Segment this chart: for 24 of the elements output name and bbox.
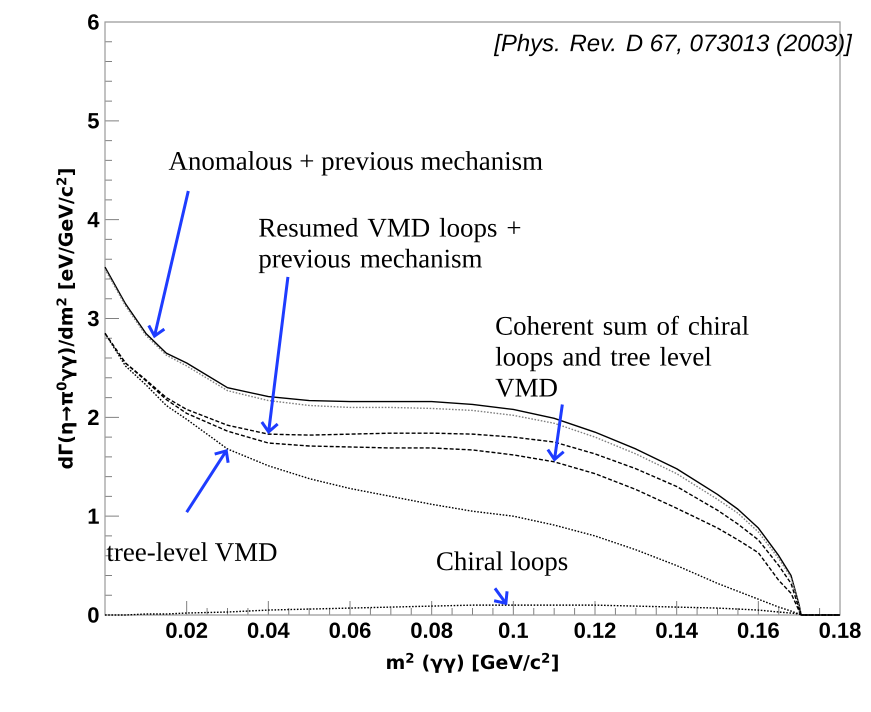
- annotation: tree-level VMD: [106, 542, 276, 562]
- x-tick-label: 0.04: [248, 622, 290, 638]
- annotation: [Phys. Rev. D 67, 073013 (2003)]: [494, 34, 852, 56]
- y-tick-label: 3: [88, 310, 99, 326]
- y-tick-label: 5: [88, 113, 99, 128]
- x-tick-label: 0.14: [656, 622, 698, 638]
- x-tick-label: 0.06: [330, 622, 371, 638]
- y-tick-label: 0: [88, 607, 99, 623]
- x-tick-label: 0.08: [411, 622, 452, 638]
- x-tick-label: 0.1: [498, 622, 528, 638]
- x-axis-title: m$^{2}$ (γγ) [GeV/c$^{2}$]: [387, 652, 558, 673]
- annotation: Anomalous + previous mechanism: [168, 151, 543, 176]
- annotation: Resumed VMD loops + previous mechanism: [258, 218, 520, 274]
- x-tick-label: 0.12: [574, 622, 616, 638]
- annotation: Chiral loops: [437, 551, 568, 576]
- y-axis-title: dΓ(η→π$^{0}$γγ)/dm$^{2}$ [eV/GeV/c$^{2}$]: [56, 169, 76, 469]
- annotation: Coherent sum of chiral loops and tree level VMD: [495, 316, 749, 397]
- y-tick-label: 4: [88, 212, 100, 228]
- x-tick-label: 0.02: [166, 622, 208, 638]
- x-tick-label: 0.18: [820, 622, 861, 638]
- x-tick-label: 0.16: [738, 622, 779, 638]
- y-tick-label: 1: [88, 508, 99, 524]
- y-tick-label: 2: [88, 410, 99, 425]
- y-tick-label: 6: [88, 14, 99, 30]
